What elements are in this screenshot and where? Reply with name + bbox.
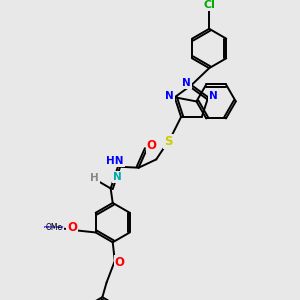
Text: OMe: OMe — [46, 223, 63, 232]
Text: N: N — [209, 91, 218, 101]
Text: O: O — [67, 221, 77, 234]
Text: N: N — [113, 172, 122, 182]
Text: O: O — [115, 256, 125, 269]
Text: O: O — [147, 139, 157, 152]
Text: Cl: Cl — [203, 0, 215, 10]
Text: N: N — [165, 91, 174, 101]
Text: HN: HN — [106, 156, 124, 166]
Text: methoxy: methoxy — [44, 225, 64, 229]
Text: S: S — [164, 135, 173, 148]
Text: H: H — [90, 173, 99, 183]
Text: N: N — [182, 78, 191, 88]
